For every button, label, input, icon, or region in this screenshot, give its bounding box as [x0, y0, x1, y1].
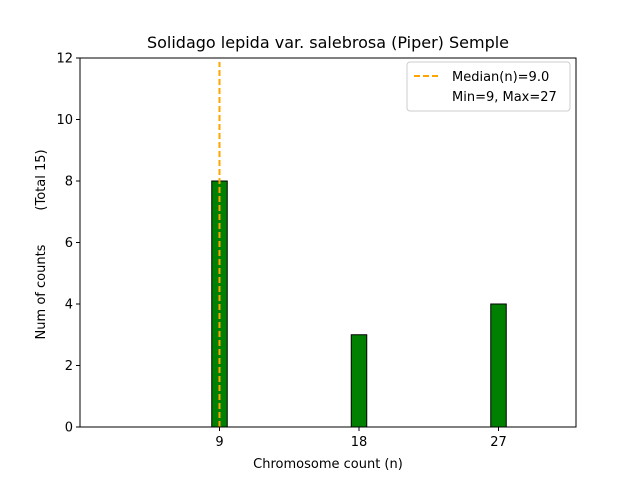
legend-entry-median: Median(n)=9.0 — [452, 70, 549, 85]
y-axis-title-group: Num of counts (Total 15) — [34, 149, 49, 339]
y-axis-total-label: (Total 15) — [34, 149, 49, 210]
x-tick-label: 27 — [490, 435, 507, 450]
y-tick-label: 10 — [56, 113, 73, 128]
x-tick-label: 18 — [351, 435, 368, 450]
y-tick-label: 0 — [65, 421, 73, 436]
y-axis: 0 2 4 6 8 10 12 — [56, 52, 80, 436]
y-tick-label: 8 — [65, 175, 73, 190]
bar-18 — [350, 334, 368, 428]
y-tick-label: 2 — [65, 359, 73, 374]
chart-title: Solidago lepida var. salebrosa (Piper) S… — [147, 33, 509, 52]
y-tick-label: 6 — [65, 236, 73, 251]
y-axis-title: Num of counts — [34, 244, 49, 339]
y-tick-label: 4 — [65, 298, 73, 313]
x-tick-label: 9 — [215, 435, 223, 450]
x-axis: 9 18 27 — [215, 427, 507, 450]
plot-area — [80, 62, 546, 428]
legend: Median(n)=9.0 Min=9, Max=27 — [406, 61, 571, 112]
x-axis-title: Chromosome count (n) — [253, 457, 403, 472]
bar-27 — [490, 303, 507, 428]
legend-entry-range: Min=9, Max=27 — [452, 90, 557, 105]
y-tick-label: 12 — [56, 52, 73, 67]
legend-box — [406, 61, 571, 112]
